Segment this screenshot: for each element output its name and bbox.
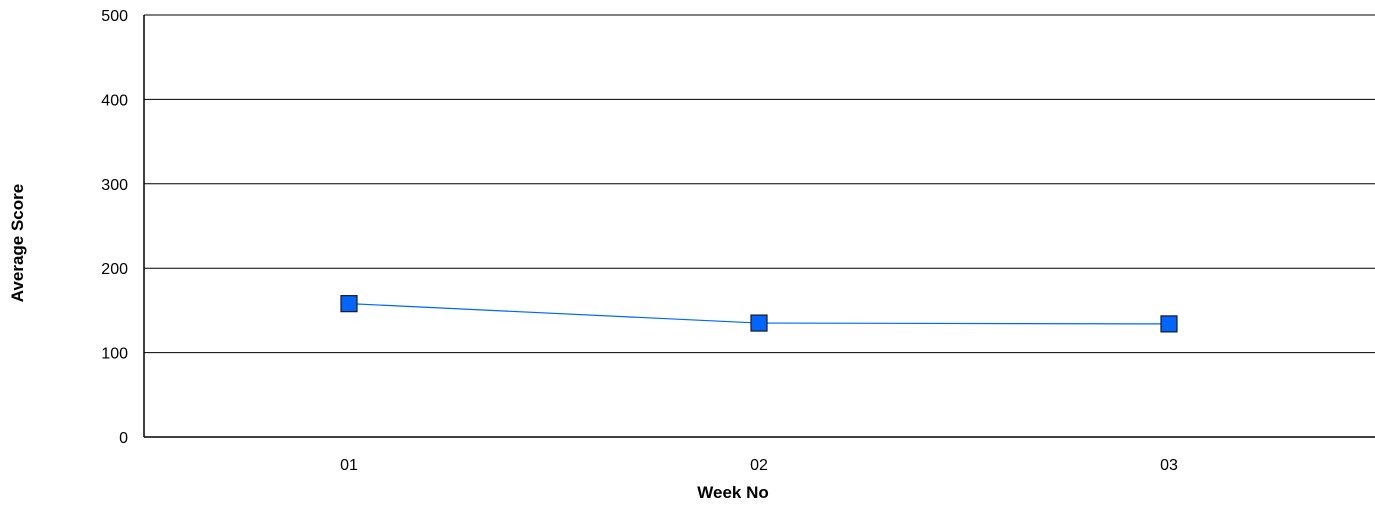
series <box>340 295 1178 333</box>
data-point-marker <box>750 314 768 332</box>
x-tick-labels: 01 02 03 <box>340 457 1178 474</box>
data-point-marker <box>340 295 358 313</box>
y-tick-label: 0 <box>119 430 128 447</box>
y-tick-label: 200 <box>101 261 128 278</box>
data-point-marker <box>1160 315 1178 333</box>
y-tick-label: 500 <box>101 8 128 25</box>
y-tick-label: 100 <box>101 346 128 363</box>
y-tick-label: 400 <box>101 92 128 109</box>
y-tick-label: 300 <box>101 177 128 194</box>
axes <box>143 15 1375 438</box>
y-axis-title: Average Score <box>8 184 27 302</box>
y-tick-labels: 0 100 200 300 400 500 <box>101 8 128 447</box>
x-axis-title: Week No <box>697 483 769 502</box>
x-tick-label: 02 <box>750 457 768 474</box>
x-tick-label: 03 <box>1160 457 1178 474</box>
x-tick-label: 01 <box>340 457 358 474</box>
gridlines <box>144 14 1375 354</box>
